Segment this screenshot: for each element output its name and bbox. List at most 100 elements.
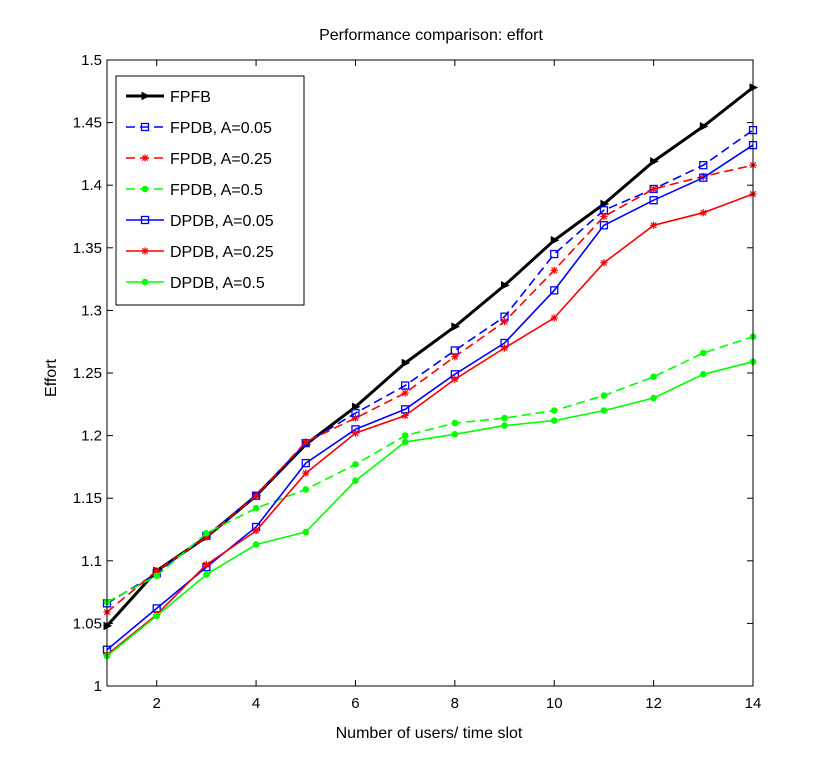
star-stroke [451,376,458,383]
marker-triangle-right [699,122,709,131]
star-stroke [451,353,458,360]
triangle-marker [501,281,510,290]
series-fpdb-a-0-5 [103,333,757,606]
marker-square [550,249,559,259]
triangle-marker [699,122,709,131]
triangle-marker [351,402,361,412]
star-stroke [501,318,508,325]
marker-star [141,154,149,162]
dot-marker [700,370,707,378]
marker-dot [153,612,160,620]
marker-square [140,122,150,132]
legend-entry: DPDB, A=0.05 [126,213,274,230]
marker-square [699,173,708,182]
y-tick-label: 1.5 [81,52,102,69]
marker-triangle-right [141,91,151,101]
y-tick-label: 1.25 [73,365,102,382]
legend-entry: FPFB [126,89,211,106]
star-stroke [302,438,309,445]
marker-dot [451,431,459,438]
star-stroke [551,267,558,274]
series-dpdb-a-0-05 [102,140,758,654]
star-stroke [352,429,359,437]
series-line [106,360,754,657]
dot-marker [141,278,149,286]
marker-triangle-right [600,199,610,209]
legend-label: DPDB, A=0.5 [170,275,265,292]
square-marker [699,161,708,170]
star-stroke [352,414,359,422]
legend-entry: FPDB, A=0.5 [126,182,263,199]
dot-marker [501,422,508,429]
marker-square [140,215,150,225]
chart-title: Performance comparison: effort [319,27,543,44]
y-tick-label: 1.1 [81,553,102,570]
series-line [106,335,754,603]
triangle-marker [550,235,560,245]
y-tick-label: 1 [94,678,102,695]
marker-star [500,318,509,326]
square-marker [301,458,310,468]
marker-dot [700,370,707,378]
marker-star [550,314,558,322]
legend-entry: DPDB, A=0.25 [126,244,274,261]
star-stroke [153,567,160,574]
x-tick-label: 4 [252,695,260,712]
y-tick-label: 1.15 [73,490,102,507]
legend-label: DPDB, A=0.25 [170,244,274,261]
marker-dot [501,414,508,422]
square-marker [699,173,708,182]
star-stroke [600,259,608,266]
marker-dot [203,529,210,537]
marker-star [202,560,210,569]
star-stroke [252,492,260,499]
marker-star [302,438,310,446]
marker-dot [501,422,508,429]
triangle-marker [451,322,460,331]
legend-label: FPDB, A=0.05 [170,120,272,137]
marker-dot [650,373,657,381]
x-tick-label: 6 [351,695,359,712]
dot-marker [650,373,657,381]
x-tick-label: 10 [546,695,563,712]
legend-label: FPFB [170,89,211,106]
marker-dot [550,417,558,424]
marker-star [600,259,608,267]
marker-dot [153,572,160,580]
star-stroke [650,222,657,229]
dot-marker [252,541,260,548]
triangle-marker [650,157,659,166]
marker-triangle-right [351,402,361,412]
dot-marker [153,612,160,620]
marker-star [451,353,459,361]
marker-dot [700,349,707,357]
dot-marker [451,419,459,427]
marker-triangle-right [401,358,411,368]
star-stroke [252,527,260,534]
dot-marker [352,461,359,468]
star-stroke [700,209,707,216]
dot-marker [302,486,310,493]
x-tick-label: 2 [153,695,161,712]
marker-star [550,266,558,274]
marker-dot [203,571,210,578]
star-stroke [141,154,149,162]
marker-star [650,185,658,193]
square-marker [550,249,559,259]
dot-marker [302,528,310,536]
marker-dot [550,407,558,414]
dot-marker [401,432,409,439]
marker-dot [141,185,149,193]
legend-entry: FPDB, A=0.25 [126,151,272,168]
dot-marker [600,407,608,414]
star-stroke [141,247,149,255]
marker-dot [401,432,409,439]
star-stroke [302,470,309,477]
marker-star [650,221,658,229]
x-tick-label: 14 [745,695,762,712]
star-stroke [551,314,558,322]
dot-marker [252,504,260,512]
marker-dot [302,486,310,493]
